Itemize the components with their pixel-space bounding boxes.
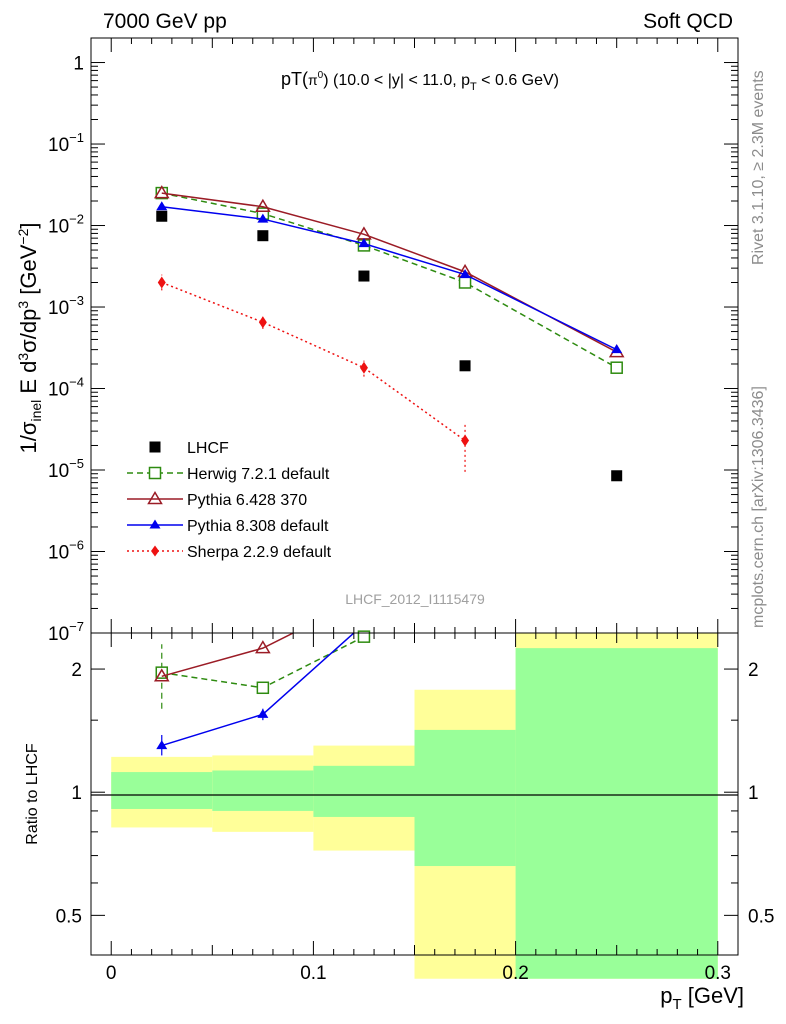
data-point-herwig <box>458 276 472 289</box>
data-point-lhcf <box>156 210 168 222</box>
data-point-lhcf <box>459 360 471 372</box>
data-point-lhcf <box>358 270 370 282</box>
y-tick-label: 10−2 <box>48 212 84 238</box>
svg-text:1/σinel E d3σ/dp3 [GeV−2]: 1/σinel E d3σ/dp3 [GeV−2] <box>15 223 44 454</box>
ratio-y-tick-label-right: 2 <box>748 660 759 681</box>
series-line-herwig <box>161 192 618 369</box>
analysis-id: LHCF_2012_I1115479 <box>345 591 485 607</box>
header-right: Soft QCD <box>643 10 733 33</box>
data-point-sherpa <box>461 434 470 447</box>
data-point-lhcf <box>611 470 623 482</box>
data-point-pythia6 <box>147 491 163 505</box>
data-point-pythia6 <box>153 185 170 199</box>
y-tick-label: 10−5 <box>48 456 84 482</box>
ratio-y-tick-label: 0.5 <box>56 906 82 927</box>
data-point-herwig <box>610 361 623 374</box>
data-point-pythia8 <box>156 201 168 211</box>
mcplots-label: mcplots.cern.ch [arXiv:1306.3436] <box>750 386 767 628</box>
series-herwig <box>155 186 623 374</box>
ratio-band-inner <box>313 765 415 817</box>
x-tick-label: 0.1 <box>300 963 326 984</box>
y-tick-label: 10−3 <box>48 293 84 319</box>
y-tick-label: 10−6 <box>48 538 84 564</box>
legend-label-pythia8: Pythia 8.308 default <box>187 518 329 535</box>
data-point-herwig <box>256 681 270 695</box>
data-point-lhcf <box>257 230 269 242</box>
ratio-y-tick-label: 1 <box>71 783 82 804</box>
data-point-sherpa <box>157 276 166 289</box>
y-tick-label: 1 <box>73 54 84 75</box>
data-point-pythia8 <box>257 708 269 718</box>
series-line-pythia6 <box>161 192 618 353</box>
data-point-sherpa <box>359 361 368 374</box>
data-point-pythia8 <box>257 213 269 223</box>
ratio-band-inner <box>212 770 314 811</box>
ratio-y-tick-label-right: 1 <box>748 783 759 804</box>
legend-label-sherpa: Sherpa 2.2.9 default <box>187 544 332 561</box>
x-tick-label: 0 <box>106 963 117 984</box>
data-point-herwig <box>357 630 371 643</box>
ratio-band-inner <box>111 772 213 809</box>
data-point-pythia6 <box>153 668 170 682</box>
data-point-herwig <box>155 666 169 679</box>
ratio-y-tick-label: 2 <box>71 660 82 681</box>
legend-item-sherpa: Sherpa 2.2.9 default <box>127 544 332 561</box>
series-line-sherpa <box>161 281 466 442</box>
data-point-herwig <box>148 466 162 480</box>
main-y-axis-label: 1/σinel E d3σ/dp3 [GeV−2] <box>15 223 44 454</box>
y-tick-label: 10−1 <box>48 130 84 156</box>
data-point-lhcf <box>149 441 161 453</box>
legend-item-pythia8: Pythia 8.308 default <box>127 518 329 535</box>
legend-item-herwig: Herwig 7.2.1 default <box>127 466 330 483</box>
ratio-plot-panel: 0.5 0.5 1 1 2 2 0 0.1 0.2 0.3 Ratio to LHCF pT [… <box>24 38 774 1013</box>
plot-title: pT(π0) (10.0 < |y| < 11.0, pT < 0.6 GeV) <box>281 69 559 93</box>
legend-label-lhcf: LHCF <box>187 440 229 457</box>
data-point-pythia8 <box>611 344 623 354</box>
legend-label-pythia6: Pythia 6.428 370 <box>187 492 307 509</box>
ratio-line-pythia6 <box>161 632 294 678</box>
data-point-pythia8 <box>358 238 370 248</box>
x-tick-label: 0.2 <box>502 963 528 984</box>
series-pythia6 <box>153 185 625 358</box>
ratio-y-axis-label: Ratio to LHCF <box>24 743 41 845</box>
ratio-series-herwig <box>155 630 371 709</box>
data-point-sherpa <box>151 545 159 557</box>
ratio-series-pythia6 <box>153 632 294 682</box>
series-line-pythia8 <box>161 205 618 351</box>
legend: LHCF Herwig 7.2.1 default Pythia 6.428 370… <box>127 440 332 561</box>
x-tick-label: 0.3 <box>705 963 731 984</box>
series-lhcf <box>156 210 623 482</box>
series-sherpa <box>157 274 470 472</box>
main-plot-panel: pT(π0) (10.0 < |y| < 11.0, pT < 0.6 GeV)… <box>48 37 739 645</box>
data-point-pythia6 <box>255 640 271 654</box>
data-point-pythia8 <box>156 740 168 750</box>
data-point-sherpa <box>258 316 267 329</box>
ratio-band-inner <box>515 648 718 979</box>
y-tick-label: 10−7 <box>48 619 84 645</box>
ratio-band-inner <box>414 729 516 867</box>
y-tick-label: 10−4 <box>48 375 84 401</box>
data-point-pythia6 <box>255 198 271 212</box>
x-axis-label: pT [GeV] <box>660 983 744 1013</box>
legend-item-lhcf: LHCF <box>149 440 229 457</box>
ratio-y-tick-label-right: 0.5 <box>748 906 774 927</box>
data-point-pythia8 <box>149 519 161 529</box>
ratio-series-pythia8 <box>156 632 355 756</box>
series-pythia8 <box>156 201 623 354</box>
ratio-line-herwig <box>161 635 365 689</box>
legend-item-pythia6: Pythia 6.428 370 <box>127 491 307 509</box>
rivet-label: Rivet 3.1.10, ≥ 2.3M events <box>750 70 767 265</box>
header-left: 7000 GeV pp <box>103 10 227 33</box>
legend-label-herwig: Herwig 7.2.1 default <box>187 466 330 483</box>
data-point-pythia8 <box>459 269 471 279</box>
